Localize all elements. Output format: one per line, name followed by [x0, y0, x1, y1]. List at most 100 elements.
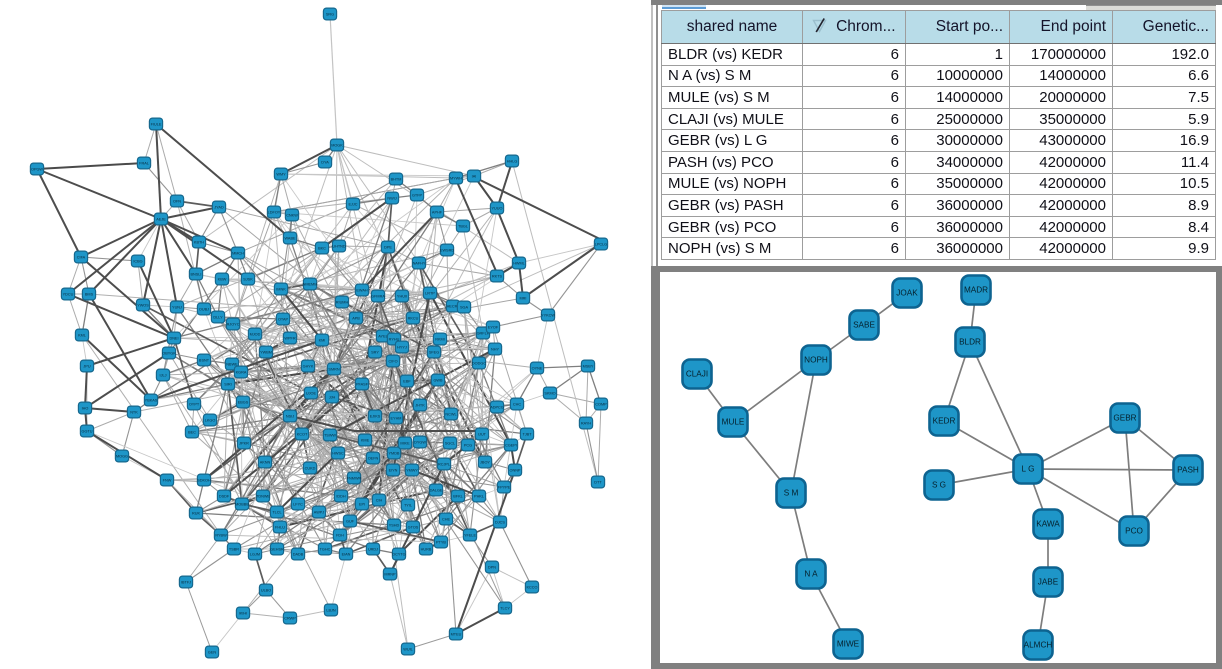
- svg-text:LKGO: LKGO: [205, 418, 216, 422]
- svg-text:GRFLH: GRFLH: [477, 331, 490, 335]
- svg-text:IKIHI: IKIHI: [239, 611, 247, 615]
- svg-text:KMI: KMI: [319, 338, 326, 342]
- svg-text:YMWY: YMWY: [406, 468, 418, 472]
- svg-text:NSIJ: NSIJ: [286, 414, 294, 418]
- svg-text:DODGC: DODGC: [472, 361, 486, 365]
- svg-text:RYBW: RYBW: [215, 533, 227, 537]
- svg-text:CGEPI: CGEPI: [505, 443, 517, 447]
- svg-text:APHF: APHF: [432, 210, 443, 214]
- svg-text:GWB: GWB: [433, 378, 443, 382]
- svg-text:KCCO: KCCO: [527, 585, 538, 589]
- svg-text:WMY: WMY: [276, 172, 286, 176]
- svg-text:CLAJI: CLAJI: [686, 370, 708, 379]
- svg-text:EIYN: EIYN: [389, 468, 398, 472]
- svg-text:MYWH: MYWH: [450, 176, 462, 180]
- svg-text:EPI: EPI: [359, 502, 365, 506]
- svg-text:SDKOH: SDKOH: [197, 478, 211, 482]
- svg-text:UJOE: UJOE: [306, 391, 317, 395]
- svg-text:EWSRD: EWSRD: [440, 248, 454, 252]
- svg-text:DJCS: DJCS: [495, 520, 505, 524]
- svg-text:YHUII: YHUII: [397, 294, 407, 298]
- svg-text:ADPCG: ADPCG: [490, 405, 504, 409]
- svg-text:BMS: BMS: [85, 292, 94, 296]
- svg-text:JPU: JPU: [83, 364, 90, 368]
- svg-text:LFYC: LFYC: [293, 502, 303, 506]
- svg-text:MIKE: MIKE: [400, 441, 410, 445]
- svg-text:EIAN: EIAN: [342, 552, 351, 556]
- svg-text:RAYH: RAYH: [581, 421, 592, 425]
- svg-text:YYKCW: YYKCW: [541, 313, 555, 317]
- svg-text:CIFO: CIFO: [388, 359, 397, 363]
- svg-text:IBTFJ: IBTFJ: [181, 580, 191, 584]
- svg-text:YUNJ: YUNJ: [172, 305, 182, 309]
- svg-text:BKC: BKC: [318, 246, 326, 250]
- svg-text:MTEU: MTEU: [451, 632, 462, 636]
- svg-text:KBW: KBW: [218, 277, 227, 281]
- svg-text:ALMCH: ALMCH: [1024, 641, 1053, 650]
- svg-text:CNKW: CNKW: [286, 213, 298, 217]
- svg-text:HWSC: HWSC: [332, 451, 344, 455]
- svg-text:SJSK: SJSK: [243, 277, 253, 281]
- svg-text:YDCU: YDCU: [63, 292, 74, 296]
- svg-text:JOAK: JOAK: [896, 289, 918, 298]
- svg-text:DYGW: DYGW: [414, 440, 426, 444]
- svg-text:BFKL: BFKL: [453, 494, 463, 498]
- svg-text:PHKL: PHKL: [474, 494, 484, 498]
- svg-text:EJJC: EJJC: [348, 202, 357, 206]
- svg-text:FIULE: FIULE: [151, 122, 162, 126]
- svg-text:RKMI: RKMI: [435, 337, 445, 341]
- svg-text:DADB: DADB: [293, 552, 304, 556]
- svg-text:GGTU: GGTU: [82, 429, 93, 433]
- svg-text:DYA: DYA: [321, 160, 329, 164]
- svg-text:IDDH: IDDH: [336, 494, 346, 498]
- svg-text:DSDF: DSDF: [219, 494, 230, 498]
- svg-text:YUUO: YUUO: [492, 206, 503, 210]
- svg-text:KBTH: KBTH: [194, 240, 204, 244]
- svg-text:DLLY: DLLY: [213, 315, 223, 319]
- svg-text:EYOF: EYOF: [488, 325, 499, 329]
- svg-text:KAWA: KAWA: [1036, 520, 1060, 529]
- svg-text:GUF: GUF: [346, 519, 355, 523]
- svg-text:AYEL: AYEL: [378, 334, 387, 338]
- svg-text:JPKR: JPKR: [239, 441, 249, 445]
- svg-text:COMP: COMP: [595, 402, 607, 406]
- svg-text:HURB: HURB: [421, 547, 432, 551]
- svg-text:WPFR: WPFR: [284, 336, 295, 340]
- svg-text:TJBT: TJBT: [522, 432, 532, 436]
- svg-text:AEJE: AEJE: [156, 217, 166, 221]
- svg-text:RJOYC: RJOYC: [227, 322, 240, 326]
- svg-text:RCJPL: RCJPL: [438, 462, 450, 466]
- svg-text:OUBJ: OUBJ: [199, 307, 209, 311]
- svg-text:LBJN: LBJN: [326, 608, 336, 612]
- svg-text:MSBY: MSBY: [583, 364, 594, 368]
- svg-text:BEC: BEC: [188, 430, 196, 434]
- svg-text:PCO: PCO: [1125, 527, 1143, 536]
- svg-text:TSBR: TSBR: [229, 547, 239, 551]
- svg-text:DCYTG: DCYTG: [392, 552, 405, 556]
- svg-text:HYYJ: HYYJ: [397, 345, 407, 349]
- svg-text:FNW: FNW: [163, 478, 172, 482]
- svg-text:N A: N A: [804, 570, 818, 579]
- svg-text:BLDR: BLDR: [959, 338, 981, 347]
- svg-text:SRY: SRY: [371, 350, 379, 354]
- svg-text:NBWE: NBWE: [226, 362, 238, 366]
- svg-text:FHLU: FHLU: [275, 525, 285, 529]
- svg-text:HWML: HWML: [513, 261, 525, 265]
- svg-text:S M: S M: [784, 489, 799, 498]
- svg-text:CUKD: CUKD: [305, 466, 316, 470]
- svg-text:KCOT: KCOT: [297, 432, 308, 436]
- svg-text:PASH: PASH: [1177, 466, 1199, 475]
- svg-text:MOGK: MOGK: [331, 143, 343, 147]
- svg-text:SABE: SABE: [853, 321, 875, 330]
- svg-text:UHTND: UHTND: [332, 244, 346, 248]
- svg-text:BSNT: BSNT: [199, 358, 210, 362]
- svg-text:KEDR: KEDR: [933, 417, 956, 426]
- svg-text:OFN: OFN: [173, 199, 181, 203]
- svg-text:GTOS: GTOS: [408, 525, 419, 529]
- svg-text:TSWW: TSWW: [324, 433, 336, 437]
- svg-text:PFASF: PFASF: [356, 382, 369, 386]
- svg-text:MRNP: MRNP: [384, 572, 396, 576]
- svg-text:IAI: IAI: [472, 174, 477, 178]
- svg-text:OBYGK: OBYGK: [162, 351, 176, 355]
- svg-text:JYAD: JYAD: [214, 205, 224, 209]
